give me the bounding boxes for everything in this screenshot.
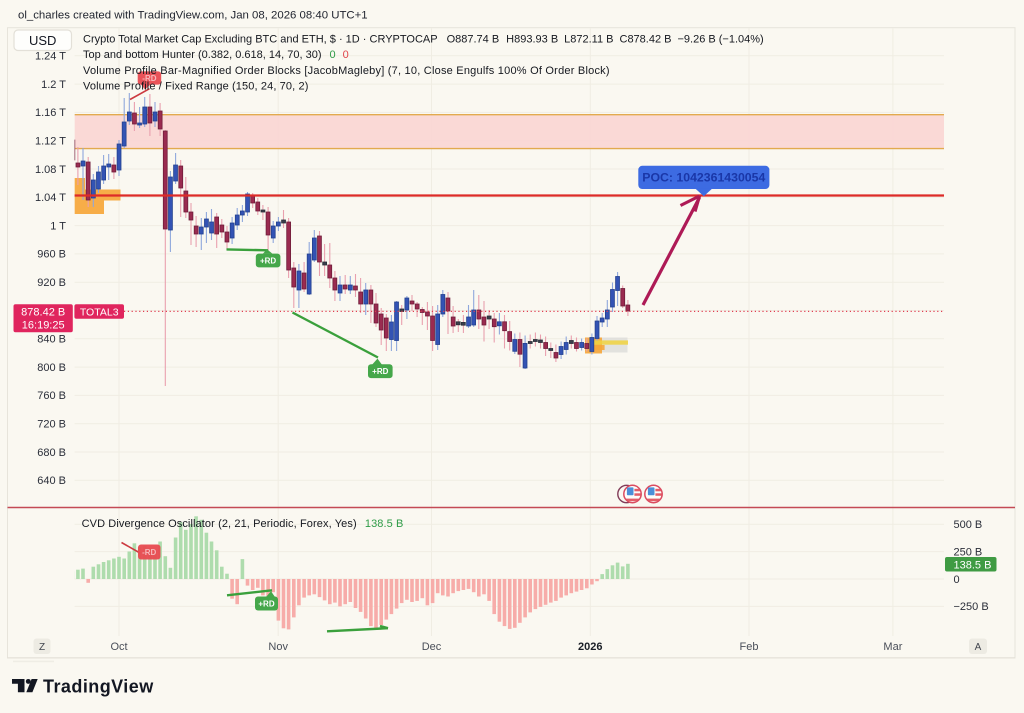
svg-text:680 B: 680 B: [37, 447, 66, 459]
svg-text:0: 0: [954, 574, 960, 586]
svg-text:878.42 B: 878.42 B: [21, 307, 65, 319]
svg-text:250 B: 250 B: [954, 546, 983, 558]
svg-text:2026: 2026: [578, 641, 602, 653]
svg-text:+RD: +RD: [260, 256, 276, 265]
svg-text:760 B: 760 B: [37, 390, 66, 402]
svg-text:POC: 1042361430054: POC: 1042361430054: [642, 171, 765, 185]
svg-text:Nov: Nov: [268, 641, 288, 653]
svg-text:1.2 T: 1.2 T: [41, 79, 66, 91]
svg-text:+RD: +RD: [372, 367, 388, 376]
svg-text:1.24 T: 1.24 T: [35, 51, 66, 63]
svg-text:138.5 B: 138.5 B: [954, 559, 992, 571]
svg-text:Oct: Oct: [110, 641, 127, 653]
svg-text:1.08 T: 1.08 T: [35, 164, 66, 176]
svg-text:500 B: 500 B: [954, 519, 983, 531]
svg-text:TOTAL3: TOTAL3: [80, 306, 119, 318]
svg-text:720 B: 720 B: [37, 419, 66, 431]
svg-text:Crypto Total Market Cap Exclud: Crypto Total Market Cap Excluding BTC an…: [83, 34, 764, 46]
svg-text:16:19:25: 16:19:25: [22, 320, 65, 332]
svg-text:Feb: Feb: [740, 641, 759, 653]
svg-text:A: A: [975, 642, 982, 653]
svg-text:-RD: -RD: [142, 74, 156, 83]
svg-text:-RD: -RD: [142, 548, 156, 557]
svg-text:Z: Z: [39, 642, 45, 653]
svg-text:1.12 T: 1.12 T: [35, 136, 66, 148]
svg-text:ol_charles created with Tradin: ol_charles created with TradingView.com,…: [18, 9, 368, 21]
svg-text:Volume Profile / Fixed Range (: Volume Profile / Fixed Range (150, 24, 7…: [83, 80, 309, 92]
svg-text:+RD: +RD: [258, 599, 274, 608]
svg-text:1.04 T: 1.04 T: [35, 192, 66, 204]
svg-text:640 B: 640 B: [37, 475, 66, 487]
svg-text:Mar: Mar: [883, 641, 902, 653]
svg-text:Volume Profile Bar-Magnified O: Volume Profile Bar-Magnified Order Block…: [83, 65, 610, 77]
svg-text:−250 B: −250 B: [954, 601, 989, 613]
svg-text:960 B: 960 B: [37, 249, 66, 261]
svg-text:Top and bottom Hunter (0.382,: Top and bottom Hunter (0.382, 0.618, 14,…: [83, 49, 349, 61]
svg-text:800 B: 800 B: [37, 362, 66, 374]
svg-text:920 B: 920 B: [37, 277, 66, 289]
svg-text:Dec: Dec: [422, 641, 442, 653]
svg-text:1.16 T: 1.16 T: [35, 107, 66, 119]
svg-text:840 B: 840 B: [37, 334, 66, 346]
svg-text:USD: USD: [29, 33, 56, 48]
svg-text:1 T: 1 T: [50, 220, 66, 232]
svg-text:CVD Divergence Oscillator (2,: CVD Divergence Oscillator (2, 21, Period…: [82, 518, 404, 530]
svg-text:TradingView: TradingView: [43, 676, 154, 696]
